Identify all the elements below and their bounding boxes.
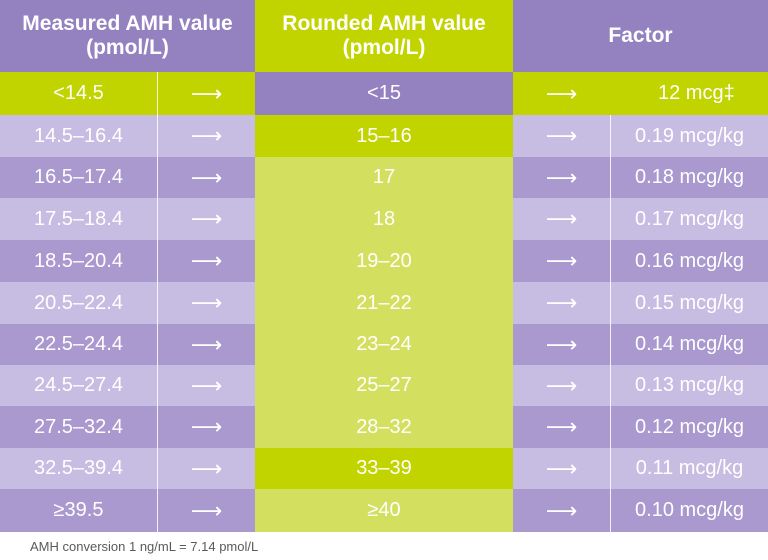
- table-row: 16.5–17.4 ⟶ 17 ⟶ 0.18 mcg/kg: [0, 157, 768, 198]
- table-row: <14.5 ⟶ <15 ⟶ 12 mcg‡: [0, 72, 768, 115]
- arrow-cell: ⟶: [513, 157, 610, 198]
- arrow-cell: ⟶: [157, 406, 255, 448]
- arrow-cell: ⟶: [513, 324, 610, 365]
- table-row: 24.5–27.4 ⟶ 25–27 ⟶ 0.13 mcg/kg: [0, 365, 768, 406]
- factor-cell: 0.17 mcg/kg: [610, 198, 768, 240]
- measured-cell: 20.5–22.4: [0, 282, 157, 324]
- arrow-cell: ⟶: [157, 324, 255, 365]
- amh-conversion-footnote: AMH conversion 1 ng/mL = 7.14 pmol/L: [0, 532, 768, 560]
- arrow-cell: ⟶: [513, 406, 610, 448]
- arrow-cell: ⟶: [157, 489, 255, 532]
- factor-cell: 0.15 mcg/kg: [610, 282, 768, 324]
- rounded-cell: 18: [255, 198, 513, 240]
- header-rounded-amh: Rounded AMH value (pmol/L): [255, 0, 513, 72]
- table-row: 32.5–39.4 ⟶ 33–39 ⟶ 0.11 mcg/kg: [0, 448, 768, 489]
- measured-cell: 22.5–24.4: [0, 324, 157, 365]
- rounded-cell: 15–16: [255, 115, 513, 157]
- measured-cell: 24.5–27.4: [0, 365, 157, 406]
- factor-cell: 0.19 mcg/kg: [610, 115, 768, 157]
- arrow-cell: ⟶: [157, 282, 255, 324]
- table-row: 14.5–16.4 ⟶ 15–16 ⟶ 0.19 mcg/kg: [0, 115, 768, 157]
- arrow-cell: ⟶: [157, 157, 255, 198]
- arrow-cell: ⟶: [513, 282, 610, 324]
- table-row: 18.5–20.4 ⟶ 19–20 ⟶ 0.16 mcg/kg: [0, 240, 768, 282]
- arrow-cell: ⟶: [513, 365, 610, 406]
- table-row: 27.5–32.4 ⟶ 28–32 ⟶ 0.12 mcg/kg: [0, 406, 768, 448]
- measured-cell: 17.5–18.4: [0, 198, 157, 240]
- measured-cell: 16.5–17.4: [0, 157, 157, 198]
- rounded-cell: 33–39: [255, 448, 513, 489]
- table-row: 20.5–22.4 ⟶ 21–22 ⟶ 0.15 mcg/kg: [0, 282, 768, 324]
- measured-cell: 27.5–32.4: [0, 406, 157, 448]
- rounded-cell: 17: [255, 157, 513, 198]
- arrow-cell: ⟶: [513, 448, 610, 489]
- factor-cell: 0.12 mcg/kg: [610, 406, 768, 448]
- table-row: 17.5–18.4 ⟶ 18 ⟶ 0.17 mcg/kg: [0, 198, 768, 240]
- arrow-cell: ⟶: [513, 489, 610, 532]
- measured-cell: 18.5–20.4: [0, 240, 157, 282]
- arrow-cell: ⟶: [513, 240, 610, 282]
- rounded-cell: 23–24: [255, 324, 513, 365]
- factor-cell: 0.13 mcg/kg: [610, 365, 768, 406]
- table-header-row: Measured AMH value (pmol/L) Rounded AMH …: [0, 0, 768, 72]
- factor-cell: 0.14 mcg/kg: [610, 324, 768, 365]
- arrow-cell: ⟶: [513, 72, 610, 115]
- arrow-cell: ⟶: [157, 72, 255, 115]
- arrow-cell: ⟶: [157, 240, 255, 282]
- factor-cell: 0.16 mcg/kg: [610, 240, 768, 282]
- factor-cell: 12 mcg‡: [610, 72, 768, 115]
- arrow-cell: ⟶: [157, 198, 255, 240]
- arrow-cell: ⟶: [513, 115, 610, 157]
- factor-cell: 0.10 mcg/kg: [610, 489, 768, 532]
- header-measured-amh: Measured AMH value (pmol/L): [0, 0, 255, 72]
- measured-cell: ≥39.5: [0, 489, 157, 532]
- arrow-cell: ⟶: [157, 115, 255, 157]
- measured-cell: 14.5–16.4: [0, 115, 157, 157]
- table-row: 22.5–24.4 ⟶ 23–24 ⟶ 0.14 mcg/kg: [0, 324, 768, 365]
- header-factor: Factor: [513, 0, 768, 72]
- measured-cell: 32.5–39.4: [0, 448, 157, 489]
- arrow-cell: ⟶: [157, 365, 255, 406]
- rounded-cell: 28–32: [255, 406, 513, 448]
- rounded-cell: 21–22: [255, 282, 513, 324]
- factor-cell: 0.18 mcg/kg: [610, 157, 768, 198]
- rounded-cell: <15: [255, 72, 513, 115]
- arrow-cell: ⟶: [157, 448, 255, 489]
- rounded-cell: 19–20: [255, 240, 513, 282]
- rounded-cell: 25–27: [255, 365, 513, 406]
- measured-cell: <14.5: [0, 72, 157, 115]
- amh-dosing-table: Measured AMH value (pmol/L) Rounded AMH …: [0, 0, 768, 532]
- table-row: ≥39.5 ⟶ ≥40 ⟶ 0.10 mcg/kg: [0, 489, 768, 532]
- rounded-cell: ≥40: [255, 489, 513, 532]
- arrow-cell: ⟶: [513, 198, 610, 240]
- factor-cell: 0.11 mcg/kg: [610, 448, 768, 489]
